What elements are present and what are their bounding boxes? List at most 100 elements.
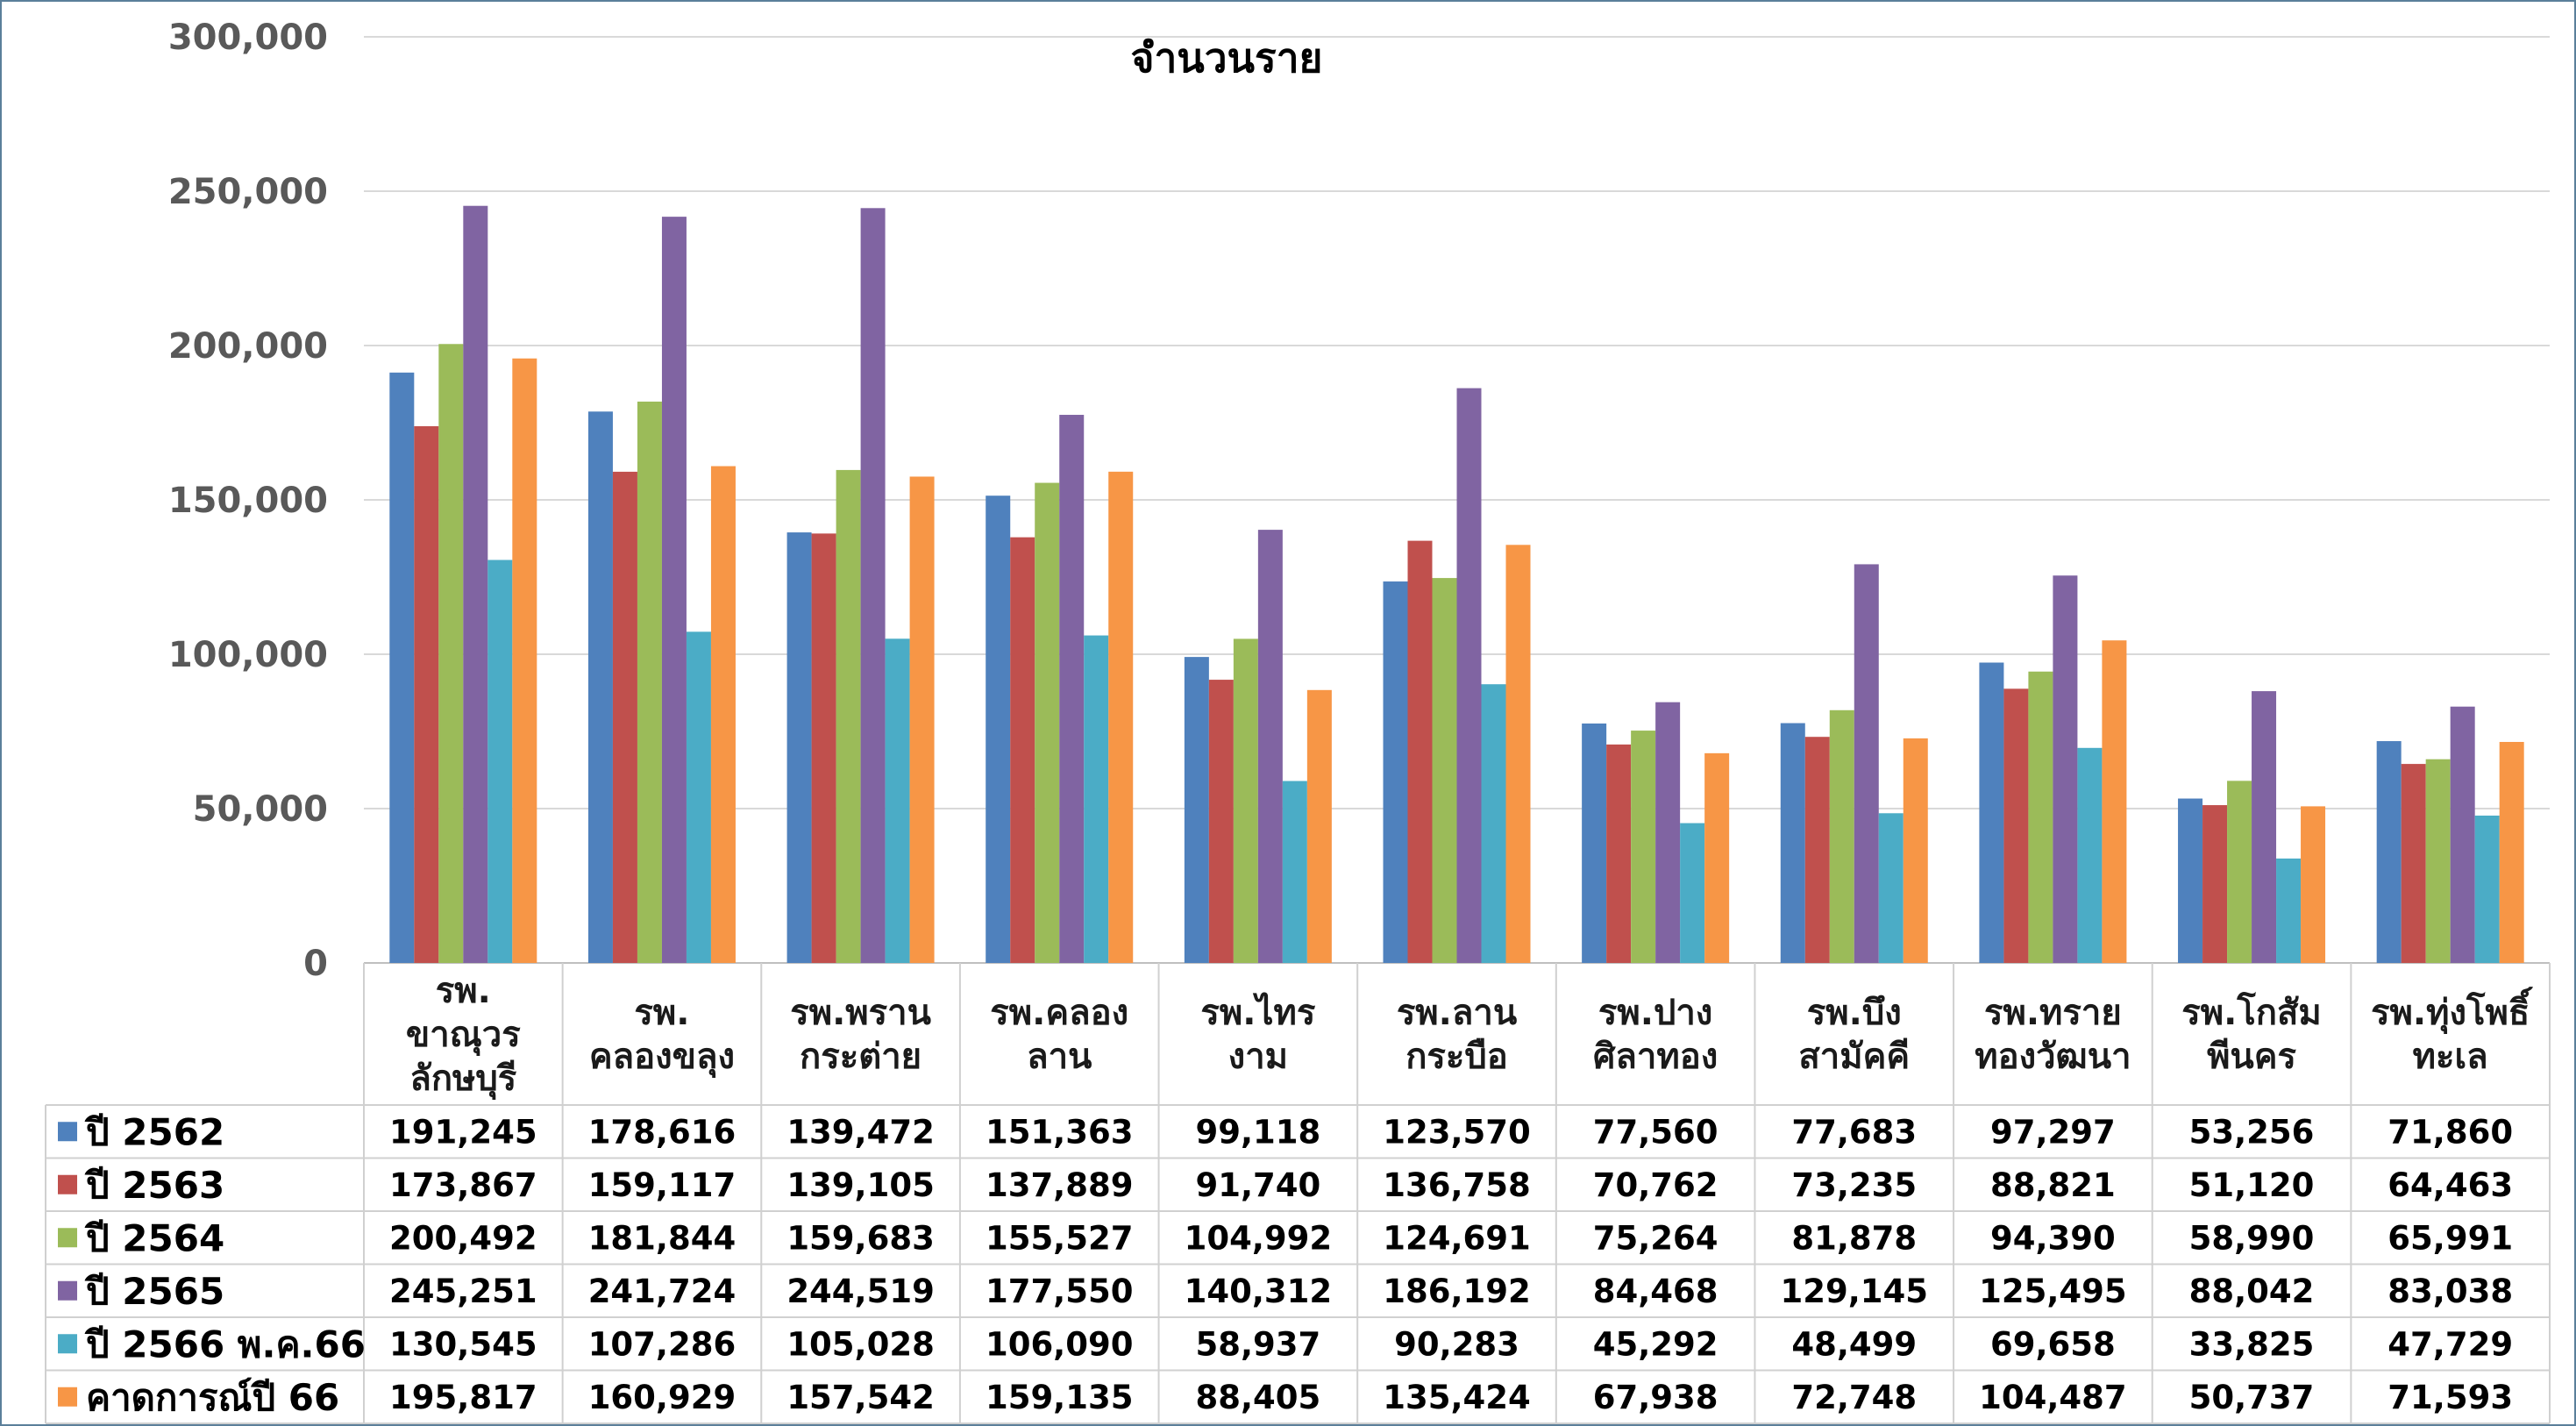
table-cell-value: 73,235 [1791,1166,1917,1204]
bar [2077,747,2103,963]
table-cell-value: 125,495 [1979,1273,2127,1310]
table-cell-value: 90,283 [1394,1325,1519,1363]
bars [389,205,2524,964]
table-cell-value: 181,844 [588,1219,737,1257]
category-label-line: ลาน [1027,1037,1092,1077]
bar [1505,545,1531,963]
table-cell-value: 71,593 [2387,1379,2513,1416]
bar [414,425,439,963]
table-cell-value: 200,492 [389,1219,537,1257]
table-cell-value: 67,938 [1593,1379,1719,1416]
table-cell-value: 139,472 [786,1113,935,1151]
bar [1854,564,1879,963]
table-cell-value: 51,120 [2189,1166,2315,1204]
bar [1680,823,1705,963]
bar [1233,638,1258,963]
category-label-line: รพ.ทราย [1984,993,2122,1033]
bar [438,344,464,963]
bar [986,496,1011,963]
category-label: รพ.ลานกระบือ [1397,993,1517,1077]
table-cell-value: 88,405 [1195,1379,1320,1416]
bar [1481,684,1506,963]
y-tick-label: 0 [303,944,328,984]
category-label-line: ศิลาทอง [1593,1037,1718,1077]
table-cell-value: 104,992 [1185,1219,1333,1257]
table-cell-value: 58,990 [2189,1219,2315,1257]
bar [1804,737,1830,963]
bar [1903,738,1928,963]
category-label-line: รพ.บึง [1807,993,1902,1033]
legend-label: ปี 2565 [85,1270,225,1313]
legend-label: ปี 2566 พ.ค.66 [85,1323,366,1365]
y-tick-label: 300,000 [168,18,328,58]
legend-key [58,1387,77,1407]
table-cell-value: 136,758 [1383,1166,1531,1204]
bar [1010,537,1035,963]
bar [1282,781,1307,963]
bar [1829,709,1854,963]
legend-key [58,1228,77,1248]
category-label: รพ.บึงสามัคคี [1798,993,1910,1077]
table-cell-value: 47,729 [2387,1325,2513,1363]
table-cell-value: 88,821 [1990,1166,2116,1204]
category-label: รพ.โกสัมพีนคร [2181,992,2322,1077]
bar [1035,482,1060,963]
table-cell-value: 71,860 [2387,1113,2513,1151]
category-label: รพ.ทุ่งโพธิ์ทะเล [2371,987,2533,1077]
table-cell-value: 157,542 [786,1379,935,1416]
bar [2276,858,2302,963]
category-label-line: รพ.คลอง [990,993,1128,1033]
bar [2202,805,2228,963]
bar [1059,415,1085,963]
category-label: รพ.คลองลาน [990,993,1128,1077]
bar [661,217,687,963]
bar [512,358,537,964]
category-label-line: รพ. [436,971,491,1011]
table-cell-value: 135,424 [1383,1379,1531,1416]
table-cell-value: 177,550 [986,1273,1134,1310]
bar [811,533,836,963]
category-label-line: รพ.ปาง [1598,993,1712,1033]
bar [1979,662,2004,963]
table-cell-value: 137,889 [986,1166,1134,1204]
bar [2053,575,2078,963]
bar [1878,813,1904,963]
bar [909,476,935,963]
table-cell-value: 91,740 [1195,1166,1320,1204]
bar [637,401,662,963]
table-cell-value: 97,297 [1990,1113,2116,1151]
table-cell-value: 173,867 [389,1166,537,1204]
bar [612,471,637,963]
bar [1606,744,1632,963]
bar [2425,759,2451,963]
table-cell-value: 159,683 [786,1219,935,1257]
category-label-line: สามัคคี [1798,1037,1910,1077]
bar [686,631,711,963]
bar [2252,691,2277,963]
bar [2227,781,2252,963]
table-cell-value: 129,145 [1781,1273,1929,1310]
table-cell-value: 50,737 [2189,1379,2315,1416]
table-cell-value: 186,192 [1383,1273,1531,1310]
bar [2301,806,2326,963]
category-label-line: รพ.โกสัม [2181,992,2322,1033]
category-label-line: ลักษบุรี [409,1059,516,1101]
bar [1407,540,1433,963]
table-cell-value: 33,825 [2189,1325,2315,1363]
category-label: รพ.ปางศิลาทอง [1593,993,1718,1077]
data-table: รพ.ขาณุวรลักษบุรีรพ.คลองขลุงรพ.พรานกระต่… [45,963,2551,1424]
bar [2376,741,2402,963]
table-cell-value: 159,135 [986,1379,1134,1416]
table-cell-value: 70,762 [1593,1166,1719,1204]
bar [2028,671,2053,963]
table-cell-value: 65,991 [2387,1219,2513,1257]
category-label-line: รพ. [634,993,689,1033]
table-cell-value: 72,748 [1791,1379,1917,1416]
bar [1184,657,1209,963]
table-cell-value: 58,937 [1195,1325,1320,1363]
legend-label: ปี 2563 [85,1164,225,1207]
bar [1432,578,1457,963]
bar [1704,752,1730,963]
table-cell-value: 139,105 [786,1166,935,1204]
